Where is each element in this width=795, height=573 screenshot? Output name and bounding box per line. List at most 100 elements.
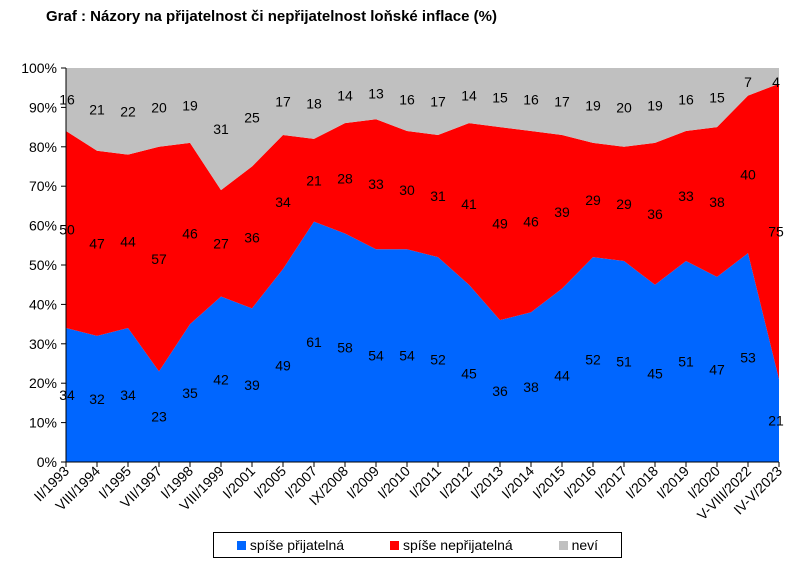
y-tick-label: 50% (29, 257, 57, 273)
y-tick-label: 60% (29, 218, 57, 234)
x-tick-label: I/2001 (219, 463, 258, 502)
x-tick-label: I/2016 (560, 463, 599, 502)
x-tick-label: I/2011 (406, 463, 444, 501)
data-label: 19 (182, 97, 198, 113)
area-series-0 (66, 221, 779, 462)
data-label: 28 (337, 170, 353, 186)
data-label: 39 (244, 377, 260, 393)
data-label: 53 (740, 350, 756, 366)
data-label: 32 (89, 391, 105, 407)
data-label: 17 (275, 93, 291, 109)
data-label: 44 (554, 367, 570, 383)
data-label: 29 (616, 196, 632, 212)
data-label: 19 (585, 97, 601, 113)
data-label: 50 (59, 222, 75, 238)
data-label: 46 (182, 225, 198, 241)
data-label: 21 (306, 172, 322, 188)
data-label: 40 (740, 166, 756, 182)
data-label: 38 (523, 379, 539, 395)
data-label: 27 (213, 235, 229, 251)
x-tick-label: I/2009 (343, 463, 382, 502)
data-label: 30 (399, 182, 415, 198)
x-tick-label: I/2013 (467, 463, 506, 502)
data-label: 29 (585, 192, 601, 208)
data-label: 75 (768, 224, 784, 240)
legend-label-acceptable: spíše přijatelná (249, 537, 345, 553)
data-label: 21 (89, 101, 105, 117)
data-label: 20 (151, 99, 167, 115)
y-tick-label: 40% (29, 296, 57, 312)
y-tick-label: 80% (29, 139, 57, 155)
legend-item-acceptable: spíše přijatelná (236, 537, 345, 553)
x-tick-label: I/2019 (653, 463, 692, 502)
data-label: 54 (368, 348, 384, 364)
data-label: 33 (368, 176, 384, 192)
data-label: 45 (647, 365, 663, 381)
x-tick-label: I/2005 (250, 463, 289, 502)
y-tick-label: 0% (37, 454, 57, 470)
data-label: 16 (399, 92, 415, 108)
data-label: 34 (59, 387, 75, 403)
data-label: 25 (244, 109, 260, 125)
data-label: 57 (151, 251, 167, 267)
data-label: 51 (678, 354, 694, 370)
data-label: 39 (554, 204, 570, 220)
data-label: 41 (461, 196, 477, 212)
x-tick-label: I/2012 (436, 463, 475, 502)
data-label: 42 (213, 371, 229, 387)
data-label: 35 (182, 385, 198, 401)
y-tick-label: 30% (29, 336, 57, 352)
y-tick-label: 90% (29, 99, 57, 115)
data-label: 46 (523, 214, 539, 230)
data-label: 16 (59, 92, 75, 108)
area-series-1 (66, 83, 779, 380)
legend-item-unacceptable: spíše nepřijatelná (389, 537, 513, 553)
legend-item-dont-know: neví (558, 537, 598, 553)
data-label: 33 (678, 188, 694, 204)
data-label: 14 (337, 88, 353, 104)
y-tick-label: 100% (21, 60, 57, 76)
y-tick-label: 70% (29, 178, 57, 194)
x-tick-label: I/2014 (498, 463, 537, 502)
data-label: 17 (554, 93, 570, 109)
area-series-2 (66, 68, 779, 191)
data-label: 36 (244, 229, 260, 245)
x-tick-label: I/2010 (374, 463, 413, 502)
data-label: 49 (492, 216, 508, 232)
data-label: 54 (399, 348, 415, 364)
data-label: 61 (306, 334, 322, 350)
data-label: 51 (616, 354, 632, 370)
data-label: 13 (368, 86, 384, 102)
data-label: 45 (461, 365, 477, 381)
data-label: 22 (120, 103, 136, 119)
data-label: 20 (616, 99, 632, 115)
data-label: 44 (120, 233, 136, 249)
x-tick-label: I/2018 (622, 463, 661, 502)
data-label: 36 (647, 206, 663, 222)
data-label: 7 (744, 74, 752, 90)
data-label: 16 (523, 92, 539, 108)
data-label: 58 (337, 340, 353, 356)
legend-label-unacceptable: spíše nepřijatelná (402, 537, 513, 553)
data-label: 18 (306, 95, 322, 111)
y-tick-label: 10% (29, 415, 57, 431)
legend-swatch-acceptable (236, 540, 246, 550)
data-label: 19 (647, 97, 663, 113)
data-label: 52 (430, 352, 446, 368)
data-label: 15 (492, 90, 508, 106)
legend-swatch-dont-know (558, 540, 568, 550)
data-label: 4 (772, 74, 780, 90)
y-tick-label: 20% (29, 375, 57, 391)
chart-title: Graf : Názory na přijatelnost či nepřija… (46, 8, 497, 25)
data-label: 31 (213, 121, 229, 137)
data-label: 47 (709, 361, 725, 377)
data-label: 16 (678, 92, 694, 108)
data-label: 47 (89, 235, 105, 251)
data-label: 21 (768, 413, 784, 429)
x-tick-label: I/2015 (529, 463, 568, 502)
data-label: 23 (151, 409, 167, 425)
legend: spíše přijatelná spíše nepřijatelná neví (213, 532, 622, 558)
legend-swatch-unacceptable (389, 540, 399, 550)
data-label: 36 (492, 383, 508, 399)
